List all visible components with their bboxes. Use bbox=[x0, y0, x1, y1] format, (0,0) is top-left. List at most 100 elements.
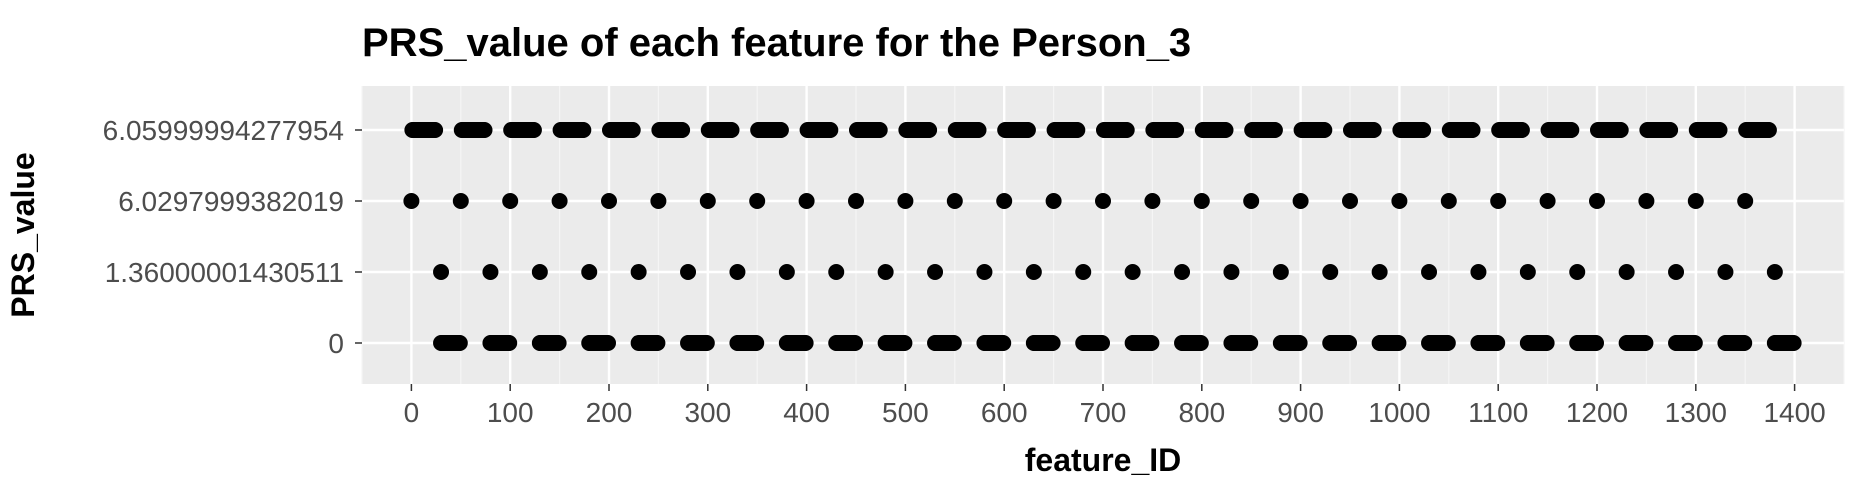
data-point bbox=[1588, 335, 1605, 351]
data-point bbox=[1242, 335, 1259, 351]
data-point bbox=[451, 335, 468, 351]
data-point bbox=[1490, 193, 1507, 209]
data-point bbox=[921, 122, 938, 138]
data-point bbox=[729, 264, 746, 280]
data-point bbox=[976, 264, 993, 280]
data-point bbox=[476, 122, 493, 138]
data-point bbox=[1391, 193, 1408, 209]
data-point bbox=[1513, 122, 1530, 138]
data-point bbox=[1095, 193, 1111, 209]
data-point bbox=[1737, 193, 1754, 209]
data-point bbox=[896, 335, 913, 351]
data-point bbox=[897, 193, 914, 209]
data-point bbox=[1470, 264, 1487, 280]
x-tick-label: 500 bbox=[882, 397, 929, 428]
data-point bbox=[600, 335, 617, 351]
y-tick-label: 6.0297999382019 bbox=[118, 186, 344, 217]
data-point bbox=[1440, 193, 1457, 209]
data-point bbox=[1266, 122, 1283, 138]
data-point bbox=[1569, 264, 1586, 280]
data-point bbox=[674, 122, 691, 138]
data-point bbox=[871, 122, 888, 138]
data-point bbox=[502, 193, 519, 209]
data-point bbox=[1539, 193, 1556, 209]
data-point bbox=[778, 264, 795, 280]
x-tick-label: 900 bbox=[1277, 397, 1324, 428]
data-point bbox=[1069, 122, 1086, 138]
data-point bbox=[531, 264, 548, 280]
data-point bbox=[748, 335, 765, 351]
data-point bbox=[1638, 193, 1655, 209]
data-point bbox=[1019, 122, 1036, 138]
data-point bbox=[1045, 193, 1062, 209]
data-point bbox=[1439, 335, 1456, 351]
data-point bbox=[1243, 193, 1260, 209]
data-point bbox=[1589, 193, 1605, 209]
data-point bbox=[798, 193, 815, 209]
data-point bbox=[1390, 335, 1407, 351]
data-point bbox=[1291, 335, 1308, 351]
data-point bbox=[403, 193, 420, 209]
y-tick-label: 1.36000001430511 bbox=[105, 257, 344, 288]
x-tick-label: 600 bbox=[981, 397, 1028, 428]
data-point bbox=[1612, 122, 1629, 138]
data-point bbox=[482, 264, 499, 280]
data-point bbox=[1618, 264, 1635, 280]
data-point bbox=[649, 335, 666, 351]
data-point bbox=[1711, 122, 1728, 138]
data-point bbox=[1668, 264, 1685, 280]
data-points bbox=[403, 122, 1802, 351]
data-point bbox=[1124, 264, 1141, 280]
data-point bbox=[550, 335, 567, 351]
x-tick-label: 1100 bbox=[1468, 397, 1528, 428]
data-point bbox=[1766, 264, 1783, 280]
data-point bbox=[1322, 264, 1339, 280]
x-axis-title: feature_ID bbox=[1025, 442, 1182, 478]
data-point bbox=[1144, 193, 1161, 209]
data-point bbox=[624, 122, 641, 138]
data-point bbox=[650, 193, 667, 209]
data-point bbox=[1686, 335, 1703, 351]
data-point bbox=[699, 193, 716, 209]
data-point bbox=[601, 193, 617, 209]
y-axis-ticks: 0 1.36000001430511 6.0297999382019 6.059999… bbox=[103, 115, 362, 359]
x-tick-label: 700 bbox=[1080, 397, 1127, 428]
data-point bbox=[1174, 264, 1191, 280]
y-tick-label: 0 bbox=[328, 328, 344, 359]
data-point bbox=[1415, 122, 1432, 138]
data-point bbox=[772, 122, 789, 138]
x-tick-label: 100 bbox=[487, 397, 534, 428]
x-tick-label: 1400 bbox=[1763, 397, 1825, 428]
data-point bbox=[1292, 193, 1309, 209]
data-point bbox=[1371, 264, 1388, 280]
data-point bbox=[877, 264, 894, 280]
data-point bbox=[581, 264, 598, 280]
data-point bbox=[1118, 122, 1135, 138]
data-point bbox=[1341, 335, 1358, 351]
data-point bbox=[1563, 122, 1580, 138]
data-point bbox=[1025, 264, 1042, 280]
data-point bbox=[1538, 335, 1555, 351]
data-point bbox=[1143, 335, 1160, 351]
data-point bbox=[630, 264, 647, 280]
data-point bbox=[1717, 264, 1734, 280]
data-point bbox=[828, 264, 845, 280]
data-point bbox=[1193, 193, 1210, 209]
data-point bbox=[723, 122, 740, 138]
data-point bbox=[1519, 264, 1536, 280]
data-point bbox=[995, 335, 1012, 351]
data-point bbox=[1168, 122, 1185, 138]
x-tick-label: 300 bbox=[684, 397, 731, 428]
data-point bbox=[1075, 264, 1092, 280]
data-point bbox=[1316, 122, 1333, 138]
data-point bbox=[1044, 335, 1061, 351]
data-point bbox=[1785, 335, 1802, 351]
data-point bbox=[452, 193, 469, 209]
y-tick-label: 6.05999994277954 bbox=[103, 115, 344, 146]
data-point bbox=[1272, 264, 1289, 280]
data-point bbox=[427, 122, 444, 138]
data-point bbox=[1489, 335, 1506, 351]
x-tick-label: 0 bbox=[404, 397, 420, 428]
